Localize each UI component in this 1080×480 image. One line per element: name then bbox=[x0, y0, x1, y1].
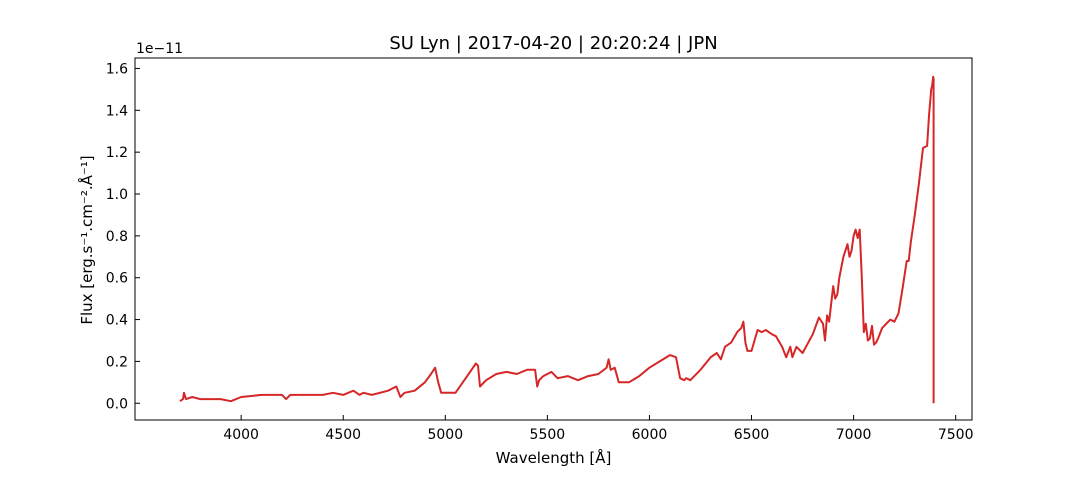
chart-title: SU Lyn | 2017-04-20 | 20:20:24 | JPN bbox=[389, 33, 717, 54]
x-tick-label: 6500 bbox=[734, 427, 770, 443]
x-tick-label: 4000 bbox=[223, 427, 259, 443]
y-axis-ticks: 0.0 0.2 0.4 0.6 0.8 1.0 1.2 1.4 1.6 bbox=[106, 61, 140, 412]
y-scale-label: 1e−11 bbox=[136, 41, 183, 57]
x-axis-label: Wavelength [Å] bbox=[496, 448, 612, 467]
y-tick-label: 0.8 bbox=[106, 229, 128, 245]
x-tick-label: 6000 bbox=[632, 427, 668, 443]
spectrum-line bbox=[179, 75, 935, 404]
y-tick-label: 1.0 bbox=[106, 187, 128, 203]
y-tick-label: 1.4 bbox=[106, 103, 128, 119]
y-tick-label: 0.0 bbox=[106, 396, 128, 412]
y-tick-label: 0.2 bbox=[106, 354, 128, 370]
x-tick-label: 5500 bbox=[530, 427, 566, 443]
series-layer bbox=[179, 75, 935, 404]
x-axis-ticks: 4000 4500 5000 5500 6000 6500 7000 7500 bbox=[223, 415, 973, 443]
y-tick-label: 1.6 bbox=[106, 61, 128, 77]
plot-frame bbox=[134, 57, 973, 421]
x-tick-label: 7000 bbox=[836, 427, 872, 443]
y-tick-label: 0.4 bbox=[106, 313, 128, 329]
y-tick-label: 1.2 bbox=[106, 145, 128, 161]
y-tick-label: 0.6 bbox=[106, 271, 128, 287]
x-tick-label: 5000 bbox=[427, 427, 463, 443]
x-tick-label: 4500 bbox=[325, 427, 361, 443]
x-tick-label: 7500 bbox=[938, 427, 974, 443]
y-axis-label: Flux [erg.s⁻¹.cm⁻².Å⁻¹] bbox=[77, 155, 96, 324]
